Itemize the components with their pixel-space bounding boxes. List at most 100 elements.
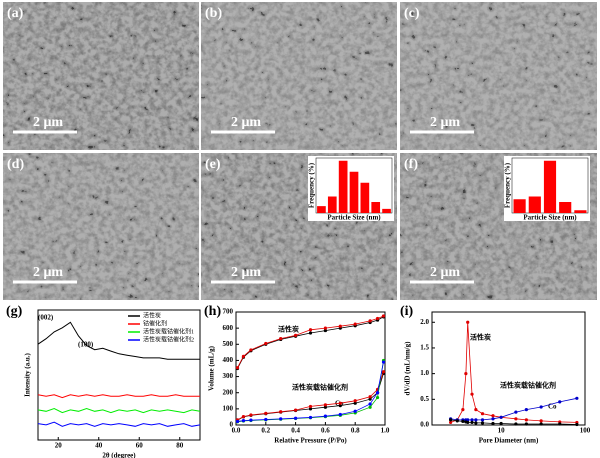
series-marker — [264, 417, 268, 422]
sem-texture — [3, 2, 199, 150]
annotation: 活性炭载钴催化剂 — [500, 381, 556, 390]
series-marker — [381, 314, 386, 318]
y-tick-label: 500 — [223, 340, 234, 348]
series-marker — [279, 337, 283, 341]
series-marker — [461, 419, 465, 424]
series-marker — [279, 417, 283, 421]
y-tick-label: 0 — [230, 421, 234, 429]
x-tick-label: 0.6 — [321, 427, 330, 435]
x-axis-label: 2θ (degree) — [102, 452, 136, 458]
series-marker — [470, 418, 474, 422]
y-tick-label: 1.5 — [420, 344, 429, 352]
bar — [327, 196, 337, 213]
scale-label: 2 μm — [231, 115, 261, 130]
series-marker — [381, 370, 386, 374]
series-marker — [235, 419, 240, 424]
series-line — [37, 321, 200, 360]
series-marker — [480, 418, 485, 422]
series-marker — [474, 421, 478, 425]
series-marker — [381, 360, 386, 364]
series-marker — [480, 421, 485, 425]
scale-label: 2 μm — [231, 265, 261, 280]
panel-label: (f) — [404, 157, 418, 172]
series-marker — [338, 324, 342, 328]
panel-label: (c) — [404, 6, 420, 21]
series-marker — [241, 415, 246, 419]
panel-label: (g) — [6, 304, 23, 319]
series-marker — [524, 407, 528, 412]
y-tick-label: 300 — [223, 372, 234, 380]
series-marker — [514, 422, 518, 426]
series-marker — [474, 418, 478, 422]
x-axis-label: Relative Pressure (P/Po) — [274, 437, 347, 445]
series-marker — [375, 395, 380, 400]
series-marker — [480, 412, 485, 416]
series-marker — [375, 316, 380, 321]
series-marker — [294, 408, 298, 412]
series-marker — [470, 420, 474, 425]
series-marker — [241, 419, 246, 423]
bar — [528, 196, 541, 213]
series-marker — [235, 366, 240, 370]
y-tick-label: 200 — [223, 388, 234, 396]
y-tick-label: 0.5 — [420, 395, 429, 403]
x-tick-label: 40 — [95, 442, 103, 450]
series-marker — [323, 405, 327, 409]
series-marker — [491, 421, 495, 426]
series-marker — [279, 410, 283, 414]
y-axis-label: Frequency (%) — [308, 162, 316, 208]
bar — [574, 210, 587, 213]
series-marker — [455, 419, 459, 423]
series-marker — [249, 418, 253, 422]
bar — [338, 160, 348, 213]
x-tick-label: 0.4 — [291, 427, 300, 435]
series-marker — [524, 418, 528, 422]
series-marker — [524, 422, 528, 426]
annotation: 活性炭 — [470, 333, 491, 342]
series-marker — [466, 420, 470, 425]
y-axis-label: Intensity (a.u.) — [24, 352, 32, 396]
series-marker — [308, 331, 313, 335]
y-axis-label: Frequency (%) — [504, 162, 512, 208]
series-marker — [558, 400, 562, 404]
series-marker — [539, 419, 543, 423]
bar — [559, 202, 572, 213]
series-marker — [499, 415, 503, 419]
scale-label: 2 μm — [33, 115, 63, 130]
panel-label: (h) — [204, 304, 221, 319]
panel-label: (d) — [7, 157, 24, 172]
series-marker — [474, 407, 478, 412]
series-marker — [491, 417, 495, 421]
bar — [360, 182, 370, 213]
series-marker — [514, 417, 518, 421]
series-marker — [499, 421, 503, 426]
series-marker — [368, 405, 372, 409]
series-marker — [368, 402, 372, 406]
plot-frame — [431, 311, 586, 426]
x-axis-label: Pore Diameter (nm) — [479, 437, 539, 445]
sem-texture — [3, 153, 199, 300]
series-marker — [323, 414, 327, 418]
panel-label: (a) — [7, 6, 24, 21]
series-marker — [491, 414, 495, 418]
series-marker — [470, 392, 474, 396]
series-marker — [368, 395, 372, 399]
y-tick-label: 700 — [223, 308, 234, 316]
series-marker — [353, 399, 357, 403]
series-marker — [375, 391, 380, 395]
sem-texture — [400, 2, 597, 150]
annotation: 活性炭 — [278, 325, 299, 334]
scale-label: 2 μm — [33, 265, 63, 280]
x-tick-label: 0.8 — [351, 427, 360, 435]
annotation: (002) — [38, 314, 54, 322]
x-axis-label: Particle Size (nm) — [523, 214, 577, 222]
series-marker — [449, 418, 453, 422]
series-marker — [466, 418, 470, 422]
y-tick-label: 100 — [223, 404, 234, 412]
series-marker — [308, 415, 313, 420]
scale-label: 2 μm — [430, 265, 460, 280]
y-tick-label: 2.0 — [420, 318, 429, 326]
series-marker — [449, 420, 453, 425]
series-line — [37, 407, 201, 414]
legend-label: 钴催化剂 — [143, 319, 167, 327]
